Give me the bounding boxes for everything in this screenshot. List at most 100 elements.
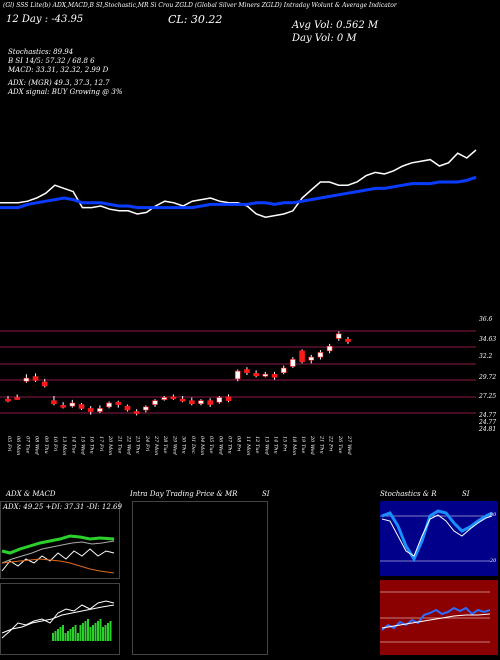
candle-body	[133, 411, 140, 414]
candle-body	[115, 401, 122, 405]
macd-histogram-bar	[107, 623, 109, 641]
candle-body	[280, 367, 287, 373]
ticker-line: 12 Day : -43.95	[6, 14, 84, 25]
date-label: 12 Tue	[254, 436, 260, 454]
macd-histogram-bar	[94, 623, 97, 641]
candle-body	[345, 338, 351, 342]
price-axis-label: 36.6	[479, 316, 493, 323]
stoch-axis-label: 80	[490, 512, 497, 518]
date-label: 22 Fri	[328, 435, 334, 452]
date-label: 05 Fri	[6, 436, 12, 452]
price-axis-label: 24.77	[479, 412, 497, 419]
date-label: 24 Fri	[144, 435, 150, 452]
candle-body	[216, 397, 223, 403]
date-label: 23 Thu	[135, 435, 141, 454]
macd-histogram-bar	[109, 621, 112, 641]
stoch-panel-si: SI	[462, 490, 470, 498]
candle-body	[87, 408, 94, 412]
macd-histogram-bar	[64, 633, 67, 641]
candle-body	[207, 400, 213, 405]
mrsi-panel	[380, 580, 498, 655]
candle-body	[161, 397, 168, 400]
day-vol-line: Day Vol: 0 M	[292, 33, 357, 44]
price-axis-label: 24.81	[479, 426, 497, 433]
candle-body	[271, 373, 278, 378]
avg-vol-line: Avg Vol: 0.562 M	[292, 20, 379, 31]
candle-body	[124, 405, 131, 411]
date-label: 14 Thu	[272, 436, 278, 454]
candle-body	[253, 373, 259, 377]
macd-panel	[0, 583, 120, 655]
candle-body	[290, 359, 296, 367]
macd-histogram-bar	[104, 625, 107, 641]
candle-body	[308, 356, 315, 361]
date-axis: 05 Fri 06 Mon 07 Tue 08 Wed 09 Thu 10 Fri 13 M…	[6, 435, 352, 455]
date-label: 20 Wed	[309, 435, 315, 455]
stoch-panel-title: Stochastics & R	[380, 490, 437, 498]
date-label: 13 Mon	[61, 436, 67, 455]
date-label: 16 Thu	[89, 436, 95, 454]
price-line-chart	[0, 149, 477, 218]
macd-histogram-bar	[74, 625, 77, 641]
date-label: 06 Wed	[217, 436, 223, 455]
date-label: 11 Mon	[245, 436, 251, 455]
candle-body	[188, 400, 195, 405]
candle-body	[234, 370, 241, 380]
candle-body	[60, 405, 66, 408]
adx-signal-line: ADX signal: BUY Growing @ 3%	[8, 88, 123, 96]
date-label: 04 Mon	[199, 436, 205, 455]
b-si-line: B SI 14/5: 57.32 / 68.8 6	[8, 57, 95, 65]
price-axis-label: 32.2	[479, 353, 493, 360]
stochastics-line: Stochastics: 89.94	[8, 48, 74, 56]
date-label: 08 Fri	[236, 436, 242, 452]
candle-body	[152, 400, 158, 405]
macd-histogram-bar	[82, 623, 84, 641]
date-label: 19 Tue	[300, 436, 306, 454]
adx-panel-title: ADX & MACD	[6, 490, 56, 498]
candle-body	[32, 376, 39, 381]
macd-histogram-bar	[89, 627, 92, 641]
macd-histogram-bar	[87, 619, 89, 641]
header-top-line: (Gl) SSS Lite(b) ADX,MACD,B SI,Stochasti…	[3, 2, 397, 9]
adx-line: ADX: (MGR) 49.3, 37.3, 12.7	[8, 79, 110, 87]
average-series-line	[0, 175, 477, 210]
candle-chart	[0, 330, 476, 416]
date-label: 29 Wed	[171, 435, 177, 455]
intra-panel-si: SI	[262, 490, 270, 498]
candle-body	[262, 373, 269, 377]
date-label: 10 Fri	[52, 436, 58, 452]
candle-body	[51, 400, 57, 405]
date-label: 09 Thu	[43, 436, 49, 454]
date-label: 07 Thu	[227, 436, 233, 454]
candle-body	[225, 396, 232, 401]
price-axis-label: 24.77	[479, 419, 497, 426]
candle-body	[23, 377, 30, 382]
date-label: 08 Wed	[34, 436, 40, 455]
date-label: 21 Tue	[116, 435, 122, 454]
stochastics-lines	[380, 509, 493, 563]
macd-histogram-bar	[62, 625, 64, 641]
macd-histogram-bar	[77, 633, 79, 641]
candle-body	[97, 408, 103, 412]
candle-body	[106, 402, 112, 408]
macd-histogram-bar	[72, 627, 74, 641]
macd-histogram-bar	[79, 625, 82, 641]
date-label: 27 Wed	[346, 435, 352, 455]
candle-body	[198, 400, 204, 405]
date-label: 15 Fri	[282, 436, 288, 452]
intra-panel-title: Intra Day Trading Price & MR	[130, 490, 238, 498]
candle-body	[317, 352, 324, 358]
date-label: 20 Mon	[107, 435, 113, 455]
intraday-panel	[132, 501, 268, 655]
macd-histogram-bar	[102, 627, 104, 641]
candle-body	[244, 369, 250, 373]
macd-histogram-bar	[52, 633, 54, 641]
candle-body	[336, 333, 342, 339]
macd-histogram-bar	[92, 625, 94, 641]
date-label: 21 Thu	[318, 435, 324, 454]
date-label: 17 Fri	[98, 436, 104, 452]
candle-body	[170, 396, 177, 400]
date-label: 15 Wed	[80, 436, 86, 455]
date-label: 27 Mon	[153, 435, 159, 455]
candle-body	[299, 350, 305, 363]
